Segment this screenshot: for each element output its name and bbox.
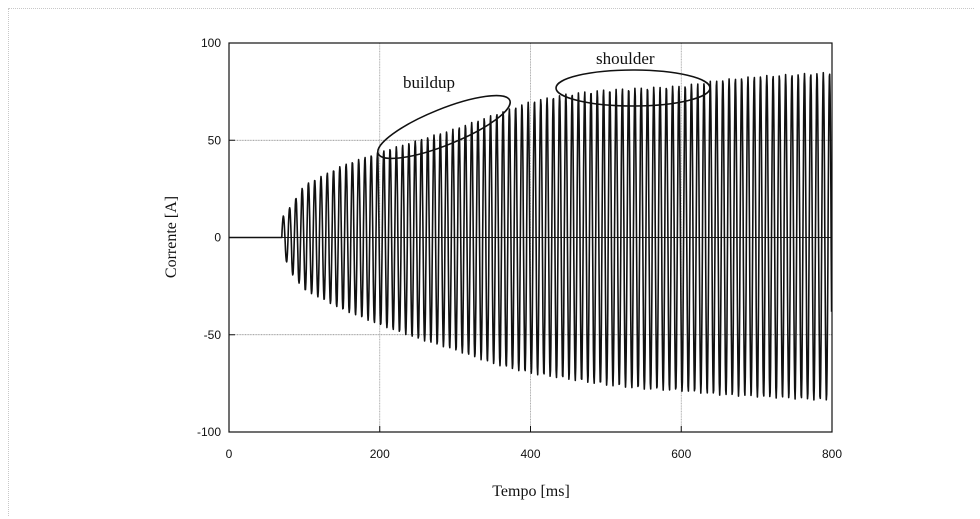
y-axis-title: Corrente [A] (163, 196, 180, 278)
annotations: buildup shoulder (377, 49, 711, 160)
axis-ticks (228, 42, 833, 433)
waveform (229, 71, 833, 401)
current-series-line (229, 71, 833, 401)
buildup-label: buildup (403, 73, 455, 92)
shoulder-ellipse (555, 69, 711, 107)
y-tick-label: 0 (214, 231, 221, 245)
y-tick-label: 50 (208, 133, 222, 147)
y-tick-labels: 100 50 0 -50 -100 (197, 36, 221, 439)
x-axis-title: Tempo [ms] (492, 483, 570, 500)
y-tick-label: 100 (201, 36, 221, 50)
buildup-ellipse (377, 94, 511, 160)
x-tick-label: 600 (671, 447, 691, 461)
x-tick-label: 800 (822, 447, 842, 461)
x-tick-labels: 0 200 400 600 800 (226, 447, 843, 461)
y-tick-label: -100 (197, 425, 221, 439)
x-tick-label: 400 (520, 447, 540, 461)
x-tick-label: 0 (226, 447, 233, 461)
x-tick-label: 200 (370, 447, 390, 461)
shoulder-label: shoulder (596, 49, 655, 68)
figure-frame (8, 8, 974, 516)
y-tick-label: -50 (204, 328, 222, 342)
